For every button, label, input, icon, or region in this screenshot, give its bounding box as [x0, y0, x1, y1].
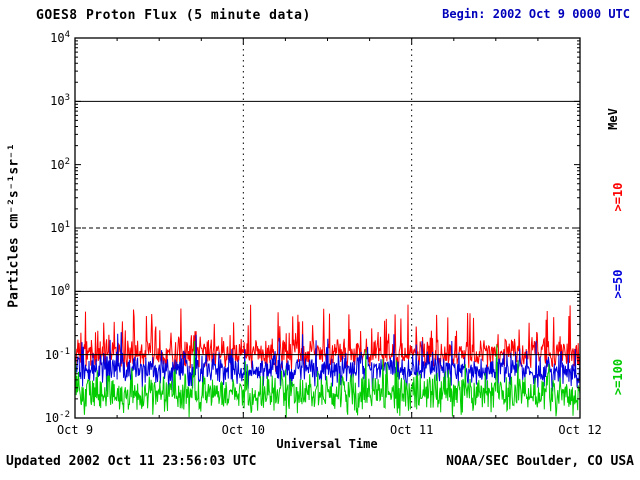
- x-axis-tick-labels: Oct 9 Oct 10 Oct 11 Oct 12: [0, 423, 640, 439]
- y-tick-label: 103: [50, 93, 70, 109]
- y-tick-label: 102: [50, 156, 70, 172]
- x-tick-label: Oct 12: [558, 423, 602, 437]
- y-tick-label: 100: [50, 283, 70, 299]
- legend-ge100: >=100: [611, 358, 625, 396]
- legend-ge50: >=50: [611, 269, 625, 299]
- y-tick-label: 101: [50, 220, 70, 235]
- legend-ge10: >=10: [611, 182, 625, 212]
- x-tick-label: Oct 11: [389, 423, 434, 437]
- updated-timestamp: Updated 2002 Oct 11 23:56:03 UTC: [6, 454, 257, 469]
- begin-timestamp: Begin: 2002 Oct 9 0000 UTC: [442, 7, 630, 21]
- y-tick-label: 10-1: [44, 346, 70, 362]
- x-axis-title: Universal Time: [276, 437, 378, 451]
- right-axis-unit-label: MeV: [606, 108, 620, 130]
- chart-title: GOES8 Proton Flux (5 minute data): [36, 8, 311, 23]
- y-tick-label: 10-2: [44, 410, 70, 425]
- y-tick-label: 104: [50, 30, 70, 45]
- x-tick-label: Oct 9: [56, 423, 94, 437]
- source-credit: NOAA/SEC Boulder, CO USA: [446, 454, 634, 469]
- y-axis-title: Particles cm⁻²s⁻¹sr⁻¹: [6, 143, 22, 308]
- x-tick-label: Oct 10: [221, 423, 266, 437]
- y-axis-tick-labels: 104 103 102 101 100 10-1 10-2: [24, 0, 70, 480]
